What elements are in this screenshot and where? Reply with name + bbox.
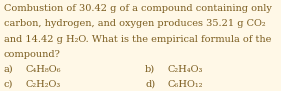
Text: b): b) bbox=[145, 65, 155, 74]
Text: C₂H₄O₃: C₂H₄O₃ bbox=[167, 65, 202, 74]
Text: c): c) bbox=[4, 80, 13, 89]
Text: d): d) bbox=[145, 80, 155, 89]
Text: a): a) bbox=[4, 65, 13, 74]
Text: carbon, hydrogen, and oxygen produces 35.21 g CO₂: carbon, hydrogen, and oxygen produces 35… bbox=[4, 19, 266, 28]
Text: compound?: compound? bbox=[4, 50, 61, 59]
Text: C₆HO₁₂: C₆HO₁₂ bbox=[167, 80, 203, 89]
Text: Combustion of 30.42 g of a compound containing only: Combustion of 30.42 g of a compound cont… bbox=[4, 3, 272, 12]
Text: C₂H₂O₃: C₂H₂O₃ bbox=[26, 80, 61, 89]
Text: and 14.42 g H₂O. What is the empirical formula of the: and 14.42 g H₂O. What is the empirical f… bbox=[4, 34, 271, 43]
Text: C₄H₈O₆: C₄H₈O₆ bbox=[26, 65, 62, 74]
